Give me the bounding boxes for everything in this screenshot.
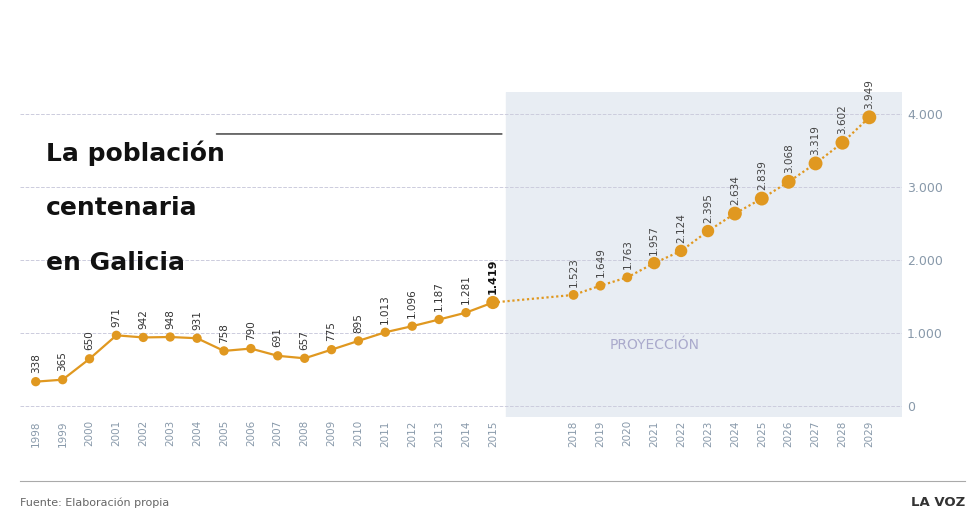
Text: PROYECCIÓN: PROYECCIÓN (610, 338, 700, 352)
Point (754, 194, 769, 203)
Text: 971: 971 (112, 307, 122, 327)
Text: 1.649: 1.649 (596, 247, 606, 277)
Text: 1.013: 1.013 (380, 294, 390, 324)
Text: LA VOZ: LA VOZ (911, 496, 965, 509)
Text: 758: 758 (219, 323, 229, 343)
Point (163, 333, 178, 341)
Point (485, 298, 501, 306)
Point (861, 113, 877, 121)
Text: 3.068: 3.068 (784, 144, 794, 174)
Text: 1.281: 1.281 (461, 274, 471, 304)
Text: 3.602: 3.602 (838, 105, 848, 134)
Text: 942: 942 (138, 309, 148, 329)
Text: 1.419: 1.419 (488, 259, 498, 294)
Point (377, 328, 393, 336)
Text: 2.634: 2.634 (730, 176, 740, 205)
Text: 650: 650 (84, 331, 94, 351)
Text: 931: 931 (192, 310, 202, 330)
Point (270, 352, 285, 360)
Point (109, 331, 124, 340)
Point (351, 337, 367, 345)
Point (27, 378, 43, 386)
Point (727, 210, 743, 218)
Point (781, 178, 797, 186)
Text: 895: 895 (354, 313, 364, 332)
Point (243, 345, 259, 353)
Point (55, 376, 71, 384)
Point (593, 281, 609, 290)
Text: 1.523: 1.523 (568, 257, 578, 287)
Text: 2.124: 2.124 (676, 213, 686, 243)
Point (81, 355, 97, 363)
Text: 948: 948 (166, 309, 175, 329)
Text: Fuente: Elaboración propia: Fuente: Elaboración propia (20, 498, 169, 508)
Point (217, 347, 232, 355)
Text: 775: 775 (326, 322, 336, 342)
Text: 691: 691 (272, 328, 283, 348)
Text: 2.839: 2.839 (757, 160, 766, 190)
Point (189, 334, 205, 343)
Point (297, 354, 313, 362)
Point (323, 346, 339, 354)
Text: 1.096: 1.096 (408, 288, 417, 318)
Point (673, 247, 689, 255)
Text: La población: La población (46, 140, 225, 166)
Text: centenaria: centenaria (46, 196, 198, 220)
Point (808, 159, 823, 167)
Text: 1.187: 1.187 (434, 281, 444, 311)
Text: 3.949: 3.949 (864, 79, 874, 109)
Point (458, 308, 473, 317)
Point (647, 259, 662, 267)
Text: 2.395: 2.395 (703, 193, 713, 223)
Point (700, 227, 715, 235)
Point (565, 291, 581, 299)
Text: 338: 338 (30, 353, 41, 373)
Text: 365: 365 (58, 352, 68, 372)
Point (135, 333, 151, 342)
Text: 1.763: 1.763 (622, 239, 632, 269)
Text: en Galicia: en Galicia (46, 251, 185, 275)
Point (431, 316, 447, 324)
Point (619, 273, 635, 281)
Point (405, 322, 420, 330)
Text: 1.957: 1.957 (649, 225, 660, 255)
Bar (507, 92, 902, 417)
Text: 3.319: 3.319 (810, 125, 820, 155)
Point (835, 138, 851, 147)
Text: 790: 790 (246, 321, 256, 340)
Text: 657: 657 (300, 330, 310, 350)
